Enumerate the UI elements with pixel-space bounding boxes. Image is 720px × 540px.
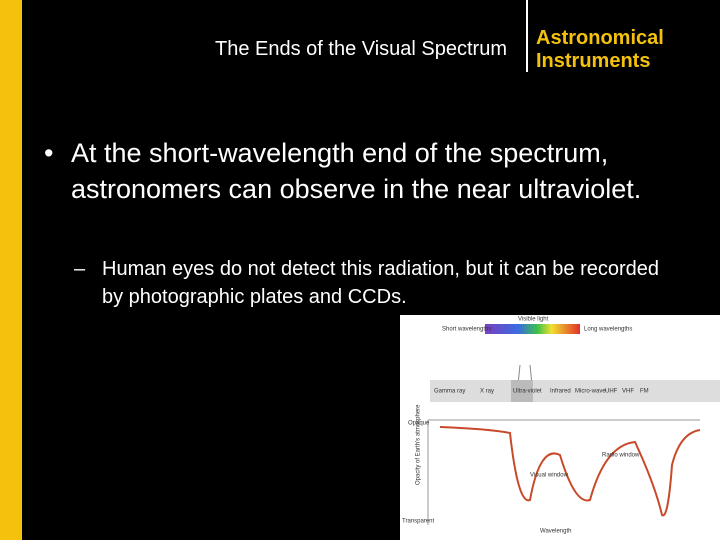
section-title: Astronomical Instruments [536, 27, 664, 72]
label: Opaque [408, 421, 430, 427]
label: Short wavelengths [442, 327, 491, 333]
divider [526, 0, 528, 72]
spectrum-figure: Visible light Short wavelengths Long wav… [400, 315, 720, 540]
band-label: X ray [480, 389, 494, 395]
bullet-marker: – [74, 258, 86, 280]
bullet-text: Human eyes do not detect this radiation,… [102, 258, 660, 308]
band-label: FM [640, 389, 649, 395]
axis [427, 419, 700, 525]
label: Visible light [518, 317, 549, 323]
bullet-marker: • [44, 138, 54, 168]
bullet: • At the short-wavelength end of the spec… [44, 135, 684, 207]
band-label: Micro-wave [575, 389, 606, 395]
sub-bullet: – Human eyes do not detect this radiation… [74, 255, 684, 311]
bullet-text: At the short-wavelength end of the spect… [71, 138, 642, 204]
spectrum-bar [485, 324, 580, 334]
band-row [430, 380, 720, 402]
label: Radio window [602, 453, 640, 459]
label: Opacity of Earth's atmosphere [416, 404, 422, 485]
label: Transparent [402, 519, 434, 525]
opacity-curve [439, 426, 701, 517]
band-label: Ultra-violet [513, 389, 542, 395]
label: Visual window [530, 473, 569, 479]
band-label: VHF [622, 389, 634, 395]
accent-strip [0, 0, 22, 540]
band-label: Infrared [550, 389, 571, 395]
slide-title: The Ends of the Visual Spectrum [214, 38, 507, 60]
label: Long wavelengths [584, 327, 632, 333]
band-label: UHF [605, 389, 618, 395]
label: Wavelength [540, 529, 571, 535]
uv-band [511, 380, 533, 402]
band-label: Gamma ray [434, 389, 465, 395]
